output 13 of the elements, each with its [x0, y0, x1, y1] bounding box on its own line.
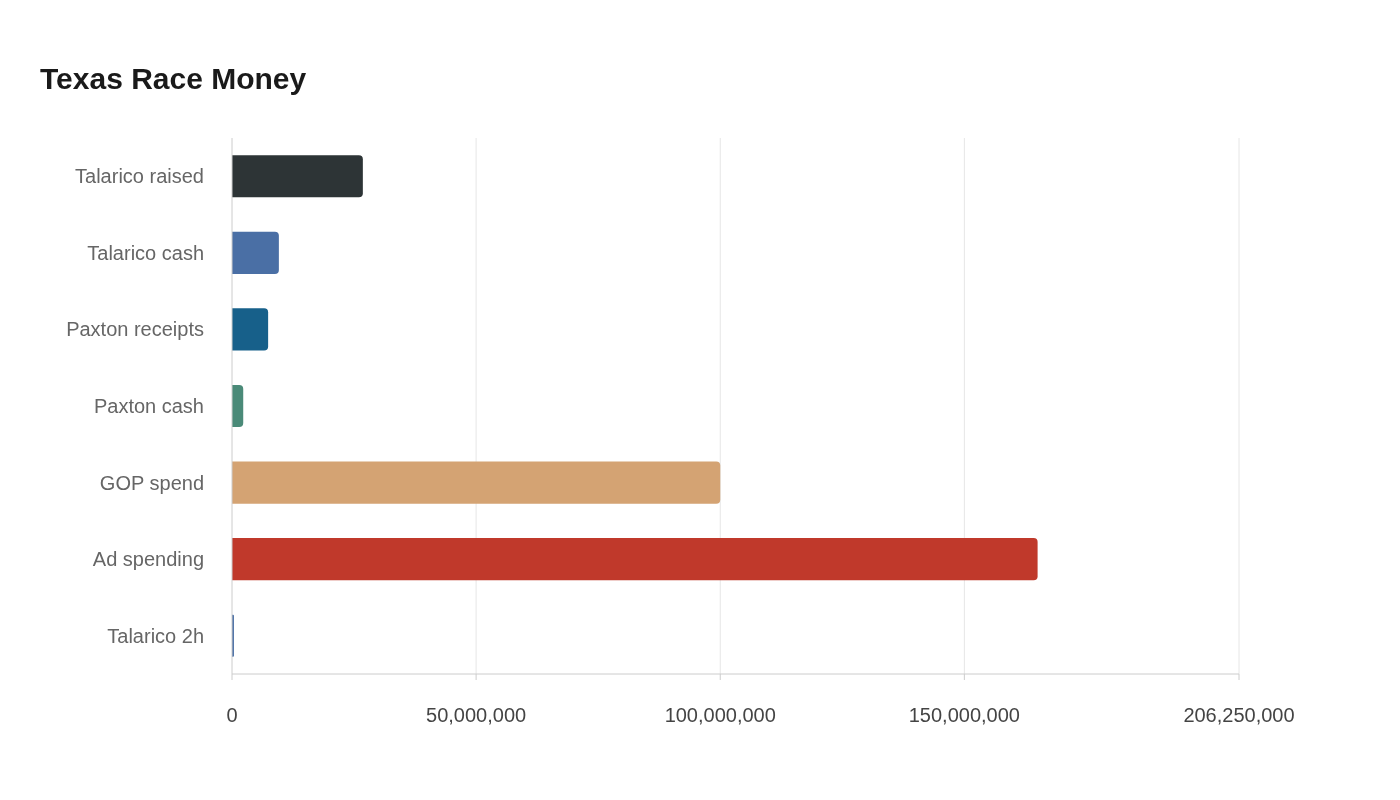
x-tick-label: 50,000,000 — [426, 704, 527, 726]
y-tick-label: GOP spend — [99, 471, 204, 494]
x-tick-label: 150,000,000 — [908, 704, 1020, 726]
y-tick-label: Paxton receipts — [66, 318, 204, 341]
y-tick-label: Talarico raised — [75, 165, 204, 188]
x-tick-label: 100,000,000 — [664, 704, 776, 726]
x-tick-label: 206,250,000 — [1183, 704, 1295, 726]
y-tick-label: Talarico cash — [87, 241, 204, 264]
chart-title: Texas Race Money — [40, 62, 307, 95]
x-tick-label: 0 — [226, 704, 238, 726]
y-tick-label: Ad spending — [92, 548, 204, 571]
y-tick-label: Paxton cash — [93, 395, 204, 417]
y-tick-label: Talarico 2h — [107, 624, 204, 647]
